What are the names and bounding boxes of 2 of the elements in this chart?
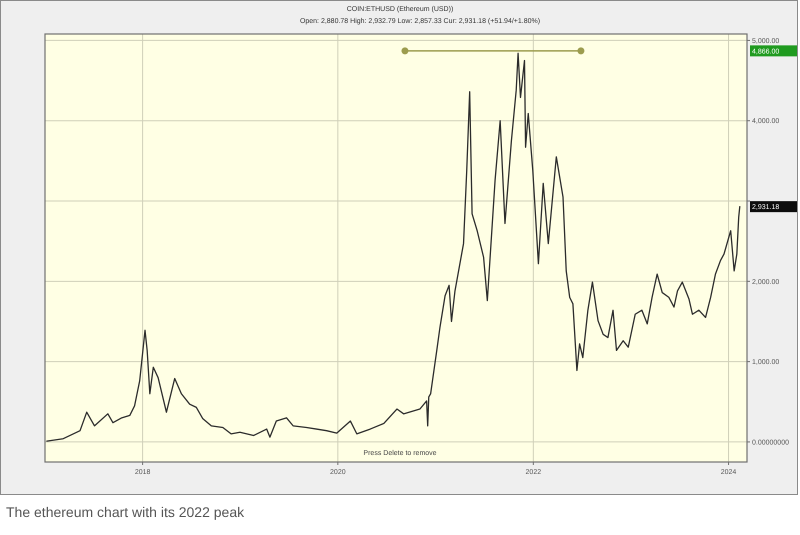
text: The ethereum chart with its 2022 peak [6,504,246,520]
line-series [46,52,740,442]
